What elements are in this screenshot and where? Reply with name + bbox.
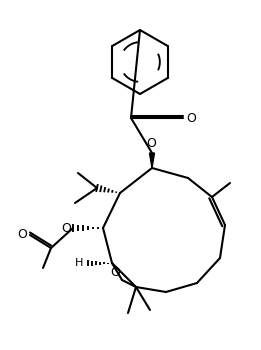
Text: O: O	[186, 112, 196, 125]
Text: O: O	[146, 137, 156, 150]
Text: O: O	[110, 266, 120, 279]
Text: H: H	[75, 258, 83, 268]
Text: O: O	[61, 222, 71, 235]
Text: O: O	[17, 229, 27, 241]
Polygon shape	[150, 153, 155, 168]
